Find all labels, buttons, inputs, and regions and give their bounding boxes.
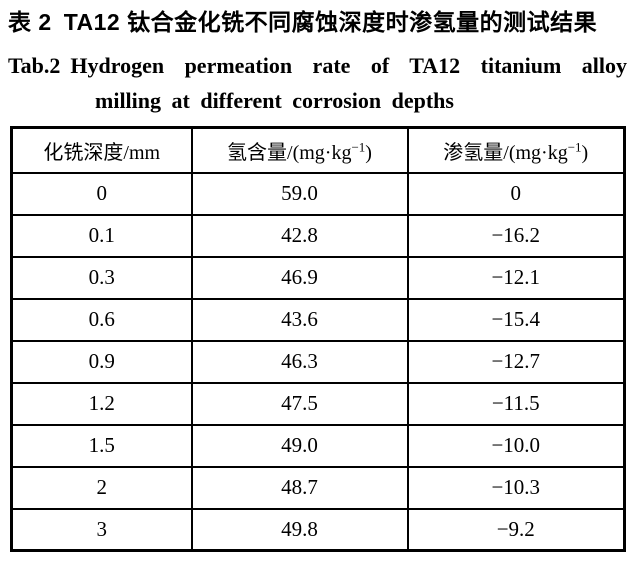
table-cell-permeation: −12.7 [406, 339, 626, 384]
table-number-en: Tab.2 [8, 53, 61, 78]
table-cell-depth: 0.6 [10, 297, 193, 342]
table-cell-content: 46.9 [190, 255, 409, 300]
table-cell-depth: 0 [10, 171, 193, 216]
table-row: 1.5 49.0 −10.0 [10, 423, 626, 468]
table-cell-permeation: 0 [406, 171, 626, 216]
data-table: 化铣深度/mm 氢含量/(mg·kg−1) 渗氢量/(mg·kg−1) 0 59… [10, 126, 626, 552]
table-row: 3 49.8 −9.2 [10, 507, 626, 552]
table-header-row: 化铣深度/mm 氢含量/(mg·kg−1) 渗氢量/(mg·kg−1) [10, 126, 626, 174]
table-cell-permeation: −9.2 [406, 507, 626, 552]
table-cell-permeation: −15.4 [406, 297, 626, 342]
table-caption-en-line1: Tab.2 Hydrogen permeation rate of TA12 ti… [8, 53, 629, 79]
unit-suffix: ) [581, 141, 589, 164]
table-row: 0.1 42.8 −16.2 [10, 213, 626, 258]
table-cell-permeation: −11.5 [406, 381, 626, 426]
table-cell-content: 48.7 [190, 465, 409, 510]
table-cell-permeation: −16.2 [406, 213, 626, 258]
table-row: 0.9 46.3 −12.7 [10, 339, 626, 384]
table-row: 0.3 46.9 −12.1 [10, 255, 626, 300]
header-label: 氢含量/(mg·kg [227, 141, 352, 164]
unit-suffix: ) [365, 141, 372, 164]
table-cell-depth: 3 [10, 507, 193, 552]
table-cell-content: 47.5 [190, 381, 409, 426]
table-cell-depth: 1.2 [10, 381, 193, 426]
table-cell-permeation: −12.1 [406, 255, 626, 300]
header-cell-hydrogen-permeation: 渗氢量/(mg·kg−1) [406, 126, 626, 174]
unit-superscript: −1 [567, 139, 582, 155]
table-cell-content: 43.6 [190, 297, 409, 342]
table-cell-content: 49.8 [190, 507, 409, 552]
table-row: 1.2 47.5 −11.5 [10, 381, 626, 426]
table-caption-en-line2: milling at different corrosion depths [95, 88, 454, 113]
table-title-en-line1: Hydrogen permeation rate of TA12 titaniu… [70, 53, 627, 78]
table-cell-depth: 0.3 [10, 255, 193, 300]
table-number-cn: 表 2 [8, 9, 52, 35]
table-cell-content: 49.0 [190, 423, 409, 468]
table-caption-cn: 表 2 TA12 钛合金化铣不同腐蚀深度时渗氢量的测试结果 [8, 7, 629, 37]
table-title-cn: TA12 钛合金化铣不同腐蚀深度时渗氢量的测试结果 [63, 9, 598, 35]
table-cell-content: 42.8 [190, 213, 409, 258]
table-cell-content: 46.3 [190, 339, 409, 384]
table-row: 0 59.0 0 [10, 171, 626, 216]
header-label: 化铣深度/mm [43, 141, 161, 164]
table-row: 0.6 43.6 −15.4 [10, 297, 626, 342]
table-cell-depth: 1.5 [10, 423, 193, 468]
header-label: 渗氢量/(mg·kg [443, 141, 568, 164]
table-cell-permeation: −10.3 [406, 465, 626, 510]
table-cell-depth: 2 [10, 465, 193, 510]
table-cell-depth: 0.1 [10, 213, 193, 258]
unit-superscript: −1 [351, 139, 366, 155]
header-cell-milling-depth: 化铣深度/mm [10, 126, 193, 174]
header-cell-hydrogen-content: 氢含量/(mg·kg−1) [190, 126, 409, 174]
table-row: 2 48.7 −10.3 [10, 465, 626, 510]
table-cell-content: 59.0 [190, 171, 409, 216]
table-cell-depth: 0.9 [10, 339, 193, 384]
table-cell-permeation: −10.0 [406, 423, 626, 468]
